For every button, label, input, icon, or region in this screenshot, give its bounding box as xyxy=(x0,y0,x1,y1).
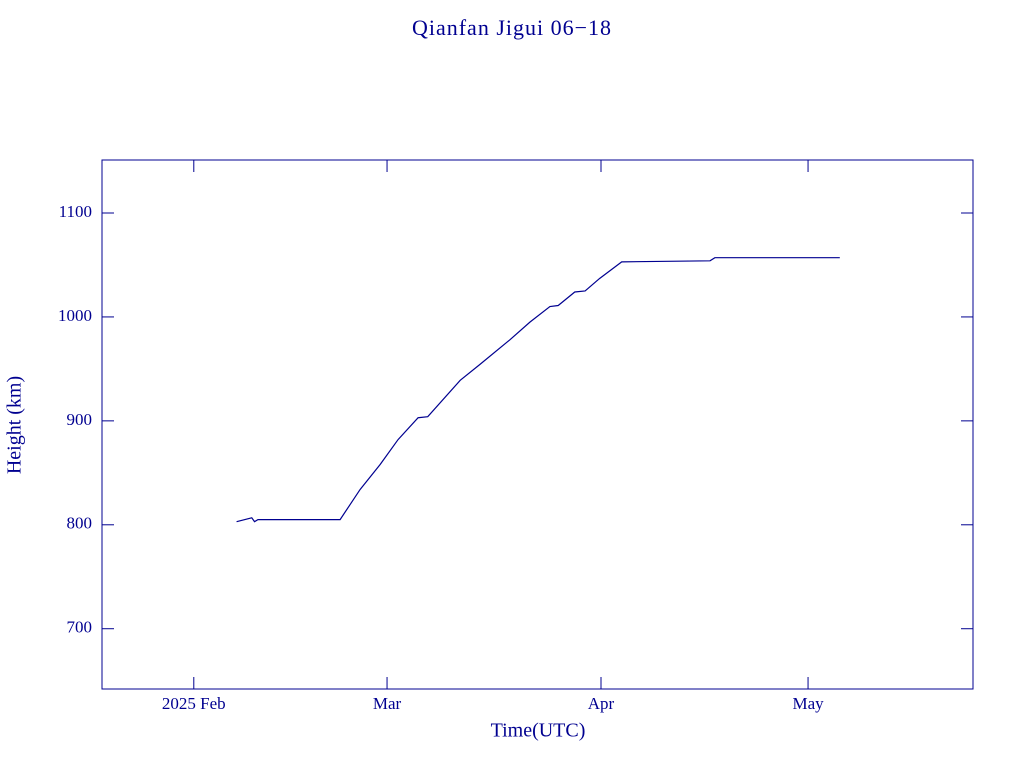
y-tick-label: 700 xyxy=(67,618,93,637)
y-tick-label: 1000 xyxy=(58,306,92,325)
chart-title: Qianfan Jigui 06−18 xyxy=(412,15,612,40)
x-tick-label: Apr xyxy=(588,694,615,713)
plot-frame xyxy=(101,159,974,690)
data-line xyxy=(236,257,840,523)
x-axis-label: Time(UTC) xyxy=(491,720,586,742)
x-tick-label: 2025 Feb xyxy=(162,694,226,713)
y-tick-label: 800 xyxy=(67,514,93,533)
y-tick-label: 900 xyxy=(67,410,93,429)
x-tick-label: Mar xyxy=(373,694,402,713)
y-tick-label: 1100 xyxy=(59,202,92,221)
y-axis-label: Height (km) xyxy=(4,376,26,474)
x-tick-label: May xyxy=(792,694,824,713)
